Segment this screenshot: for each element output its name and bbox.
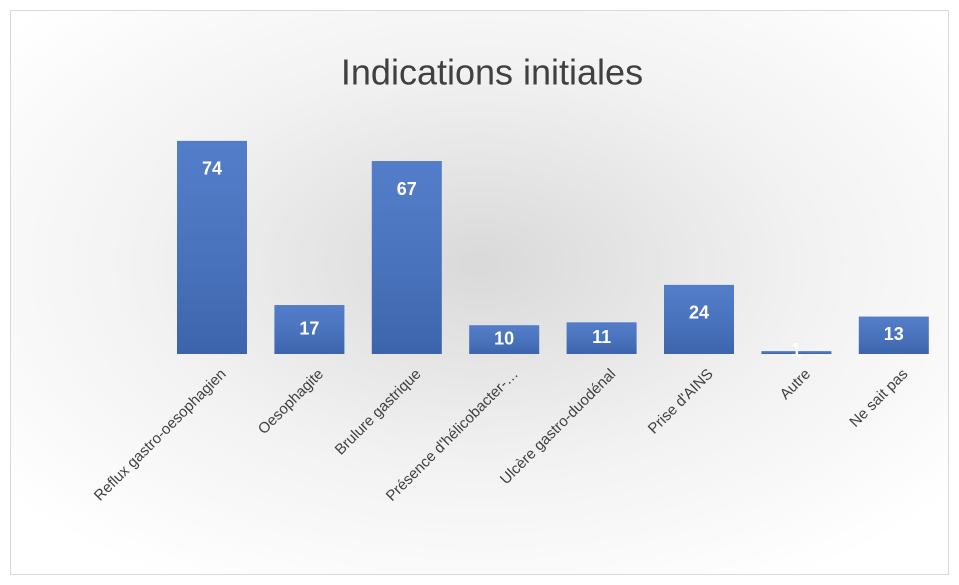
bar-shade — [566, 322, 637, 354]
bar-shade — [371, 161, 442, 354]
bar-shade — [177, 140, 247, 354]
bar-shade — [761, 351, 832, 354]
data-label: 24 — [689, 303, 709, 323]
chart-title: Indications initiales — [341, 52, 643, 93]
data-label: 11 — [592, 327, 611, 347]
data-label: 17 — [299, 318, 319, 338]
data-label: 1 — [791, 340, 801, 360]
bar-shade — [664, 284, 734, 354]
data-label: 13 — [884, 324, 904, 344]
bar-shade — [469, 325, 540, 354]
chart-area — [10, 10, 949, 575]
data-label: 74 — [202, 159, 222, 179]
data-label: 67 — [397, 179, 417, 199]
bar-shade — [274, 305, 345, 354]
bar-shade — [858, 316, 929, 354]
data-label: 10 — [494, 328, 514, 348]
